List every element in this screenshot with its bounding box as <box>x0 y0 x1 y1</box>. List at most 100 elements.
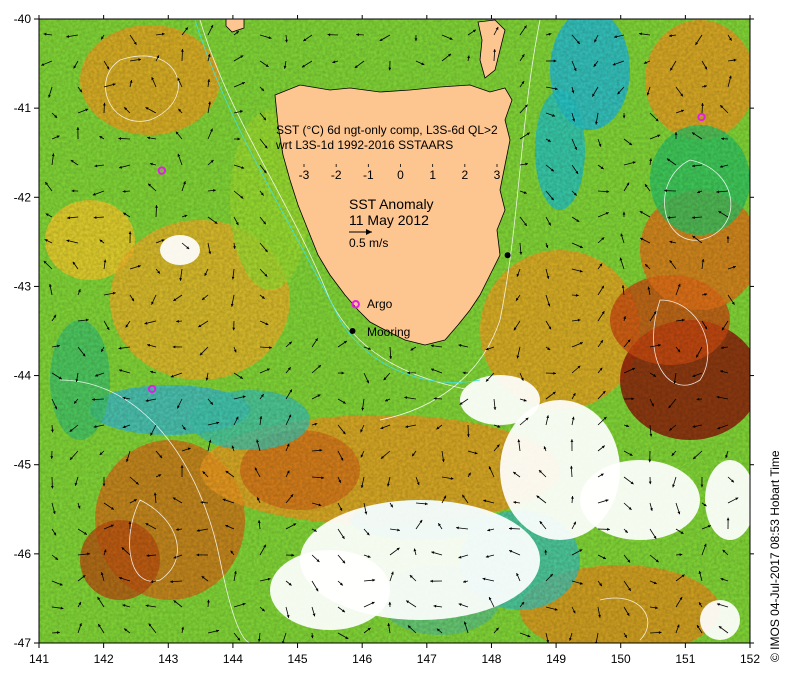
current-arrowhead <box>151 301 154 305</box>
current-arrowhead <box>124 107 128 111</box>
current-arrowhead <box>450 477 454 480</box>
current-arrowhead <box>79 623 82 627</box>
current-arrowhead <box>112 291 116 295</box>
current-arrowhead <box>707 525 711 528</box>
current-arrowhead <box>576 219 580 222</box>
current-arrowhead <box>624 529 628 533</box>
current-arrowhead <box>485 347 489 351</box>
current-arrowhead <box>93 216 97 220</box>
current-arrowhead <box>547 303 551 307</box>
lat-tick-label: -40 <box>14 12 32 26</box>
current-arrowhead <box>144 321 148 325</box>
current-arrowhead <box>263 221 266 225</box>
current-arrowhead <box>264 249 268 253</box>
current-arrowhead <box>680 531 684 534</box>
current-arrowhead <box>546 275 550 279</box>
current-arrowhead <box>525 417 529 421</box>
contour-line <box>129 499 178 582</box>
current-arrowhead <box>285 39 288 43</box>
current-arrowhead <box>133 499 137 502</box>
current-arrowhead <box>406 600 410 604</box>
current-arrowhead <box>516 355 520 359</box>
current-arrowhead <box>148 623 152 627</box>
current-arrowhead <box>430 579 433 583</box>
current-arrowhead <box>58 376 62 380</box>
current-arrowhead <box>268 36 272 40</box>
current-arrowhead <box>78 601 81 605</box>
current-arrowhead <box>550 197 554 201</box>
current-arrowhead <box>148 183 152 187</box>
current-arrowhead <box>598 143 602 147</box>
current-arrowhead <box>288 582 292 586</box>
current-arrowhead <box>43 32 47 36</box>
current-arrowhead <box>577 318 581 322</box>
current-arrowhead <box>50 485 54 489</box>
current-arrowhead <box>550 168 554 172</box>
current-arrowhead <box>513 471 517 475</box>
current-arrowhead <box>67 216 70 220</box>
current-arrowhead <box>572 393 576 397</box>
land <box>225 19 513 346</box>
current-arrowhead <box>267 577 271 581</box>
current-arrowhead <box>598 614 601 618</box>
argo-marker <box>157 166 167 175</box>
isobath-line <box>194 19 481 383</box>
current-arrowhead <box>629 453 633 456</box>
current-arrowhead <box>196 553 200 557</box>
current-arrowhead <box>338 479 341 483</box>
current-arrowhead <box>607 527 610 531</box>
current-arrowhead <box>493 407 497 410</box>
current-arrowhead <box>239 376 243 379</box>
current-arrowhead <box>575 293 579 297</box>
lat-tick-label: -46 <box>14 547 32 561</box>
current-arrowhead <box>704 66 707 70</box>
colorbar-tick-label: 0 <box>397 168 404 182</box>
current-arrowhead <box>70 160 74 163</box>
current-arrowhead <box>547 139 551 142</box>
current-arrowhead <box>66 35 70 38</box>
current-arrowhead <box>496 444 500 448</box>
current-arrowhead <box>546 415 550 419</box>
current-arrowhead <box>145 604 149 608</box>
current-arrowhead <box>599 263 603 267</box>
current-arrowhead <box>99 452 103 455</box>
current-arrowhead <box>56 135 60 139</box>
current-arrowhead <box>436 426 440 430</box>
current-arrowhead <box>173 298 177 301</box>
current-arrowhead <box>288 414 292 418</box>
current-arrowhead <box>456 526 459 530</box>
current-arrowhead <box>266 368 270 372</box>
current-arrowhead <box>79 89 82 93</box>
current-arrowhead <box>216 421 220 425</box>
current-arrowhead <box>523 398 527 402</box>
current-arrowhead <box>548 222 551 226</box>
current-arrowhead <box>599 583 602 587</box>
current-arrowhead <box>407 625 411 629</box>
current-arrowhead <box>176 319 179 323</box>
current-arrowhead <box>438 523 441 527</box>
current-arrowhead <box>612 62 616 66</box>
current-arrowhead <box>421 62 425 66</box>
current-arrowhead <box>85 108 89 112</box>
current-arrowhead <box>103 259 107 263</box>
current-arrowhead <box>603 416 607 420</box>
current-arrowhead <box>413 548 417 552</box>
current-arrowhead <box>726 517 730 521</box>
current-arrowhead <box>523 25 527 29</box>
lat-tick-label: -47 <box>14 636 32 650</box>
current-arrowhead <box>147 136 151 140</box>
current-arrowhead <box>458 603 462 606</box>
lat-tick-label: -43 <box>14 279 32 293</box>
current-arrowhead <box>485 555 489 558</box>
current-arrowhead <box>257 497 260 501</box>
current-arrowhead <box>44 239 48 242</box>
current-arrowhead <box>187 447 191 451</box>
lon-tick-label: 150 <box>611 652 631 666</box>
current-arrowhead <box>137 265 141 268</box>
current-arrowhead <box>554 607 558 611</box>
current-arrowhead <box>183 181 186 185</box>
current-arrowhead <box>545 244 549 248</box>
current-arrowhead <box>291 553 295 557</box>
current-arrowhead <box>240 195 244 199</box>
current-arrowhead <box>101 36 104 40</box>
